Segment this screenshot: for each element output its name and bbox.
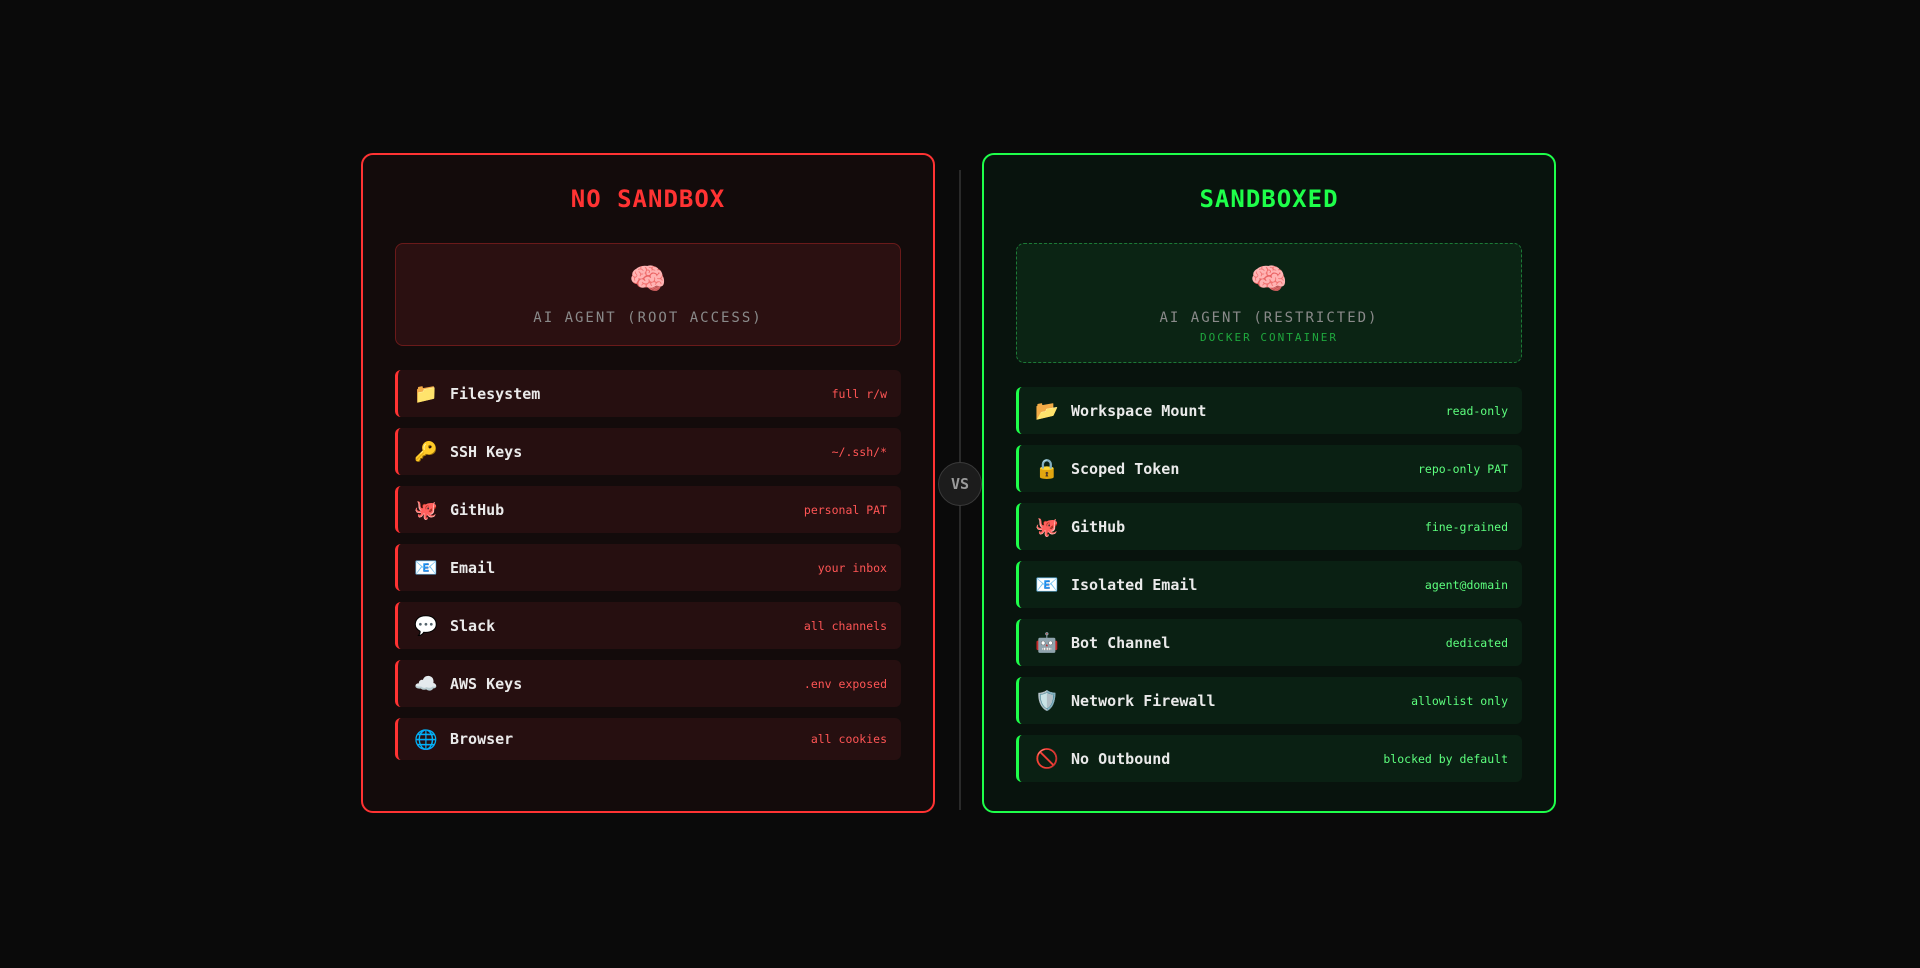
email-icon: 📧 [1035,574,1059,596]
sandboxed-panel: SANDBOXED 🧠 AI AGENT (RESTRICTED) DOCKER… [982,153,1556,813]
item-name: Slack [450,616,496,635]
agent-label: AI AGENT (RESTRICTED) [1159,310,1379,326]
list-item: 🔑 SSH Keys ~/.ssh/* [395,428,901,475]
item-name: SSH Keys [450,442,523,461]
item-value: ~/.ssh/* [831,444,887,459]
item-value: read-only [1445,403,1508,418]
item-value: repo-only PAT [1417,461,1508,476]
item-name: Isolated Email [1071,575,1198,594]
item-name: GitHub [450,500,505,519]
list-item: 💬 Slack all channels [395,602,901,649]
list-item: ☁️ AWS Keys .env exposed [395,660,901,707]
list-item: 📧 Isolated Email agent@domain [1016,561,1522,608]
octopus-icon: 🐙 [1035,516,1059,538]
agent-label: AI AGENT (ROOT ACCESS) [533,310,763,326]
item-name: GitHub [1071,517,1126,536]
item-value: dedicated [1445,635,1508,650]
item-name: No Outbound [1071,749,1171,768]
vs-badge: VS [938,462,982,506]
agent-sublabel: DOCKER CONTAINER [1200,331,1338,344]
list-item: 🔒 Scoped Token repo-only PAT [1016,445,1522,492]
item-value: blocked by default [1383,751,1508,766]
item-name: Workspace Mount [1071,401,1207,420]
list-item: 📂 Workspace Mount read-only [1016,387,1522,434]
item-name: Bot Channel [1071,633,1171,652]
globe-icon: 🌐 [414,728,438,751]
cloud-icon: ☁️ [414,673,438,695]
panel-title: SANDBOXED [1199,185,1339,213]
list-item: 🚫 No Outbound blocked by default [1016,735,1522,782]
list-item: 📁 Filesystem full r/w [395,370,901,417]
no-sandbox-panel: NO SANDBOX 🧠 AI AGENT (ROOT ACCESS) 📁 Fil… [361,153,935,813]
agent-box: 🧠 AI AGENT (ROOT ACCESS) [395,243,901,346]
item-value: allowlist only [1411,693,1508,708]
lock-icon: 🔒 [1035,458,1059,480]
panel-title: NO SANDBOX [570,185,726,213]
list-item: 🐙 GitHub fine-grained [1016,503,1522,550]
list-item: 🌐 Browser all cookies [395,718,901,760]
robot-icon: 🤖 [1035,632,1059,654]
speech-bubble-icon: 💬 [414,615,438,637]
item-value: agent@domain [1424,577,1508,592]
prohibited-icon: 🚫 [1035,748,1059,770]
item-value: your inbox [817,560,887,575]
item-value: all cookies [810,732,887,746]
item-name: Filesystem [450,384,541,403]
list-item: 📧 Email your inbox [395,544,901,591]
item-name: Network Firewall [1071,691,1216,710]
brain-icon: 🧠 [629,262,667,297]
item-value: full r/w [831,386,887,401]
list-item: 🤖 Bot Channel dedicated [1016,619,1522,666]
item-value: .env exposed [803,676,887,691]
key-icon: 🔑 [414,441,438,463]
brain-icon: 🧠 [1250,262,1288,297]
item-value: personal PAT [803,502,887,517]
folder-icon: 📁 [414,383,438,405]
list-item: 🐙 GitHub personal PAT [395,486,901,533]
item-value: all channels [803,618,887,633]
email-icon: 📧 [414,557,438,579]
item-value: fine-grained [1424,519,1508,534]
item-name: Email [450,558,496,577]
access-list: 📂 Workspace Mount read-only 🔒 Scoped Token re… [1016,387,1522,793]
item-name: AWS Keys [450,674,523,693]
item-name: Scoped Token [1071,459,1180,478]
item-name: Browser [450,730,514,748]
agent-box: 🧠 AI AGENT (RESTRICTED) DOCKER CONTAINER [1016,243,1522,363]
shield-icon: 🛡️ [1035,690,1059,712]
open-folder-icon: 📂 [1035,400,1059,422]
list-item: 🛡️ Network Firewall allowlist only [1016,677,1522,724]
access-list: 📁 Filesystem full r/w 🔑 SSH Keys ~/.ssh/* 🐙 Git… [395,370,901,771]
octopus-icon: 🐙 [414,499,438,521]
